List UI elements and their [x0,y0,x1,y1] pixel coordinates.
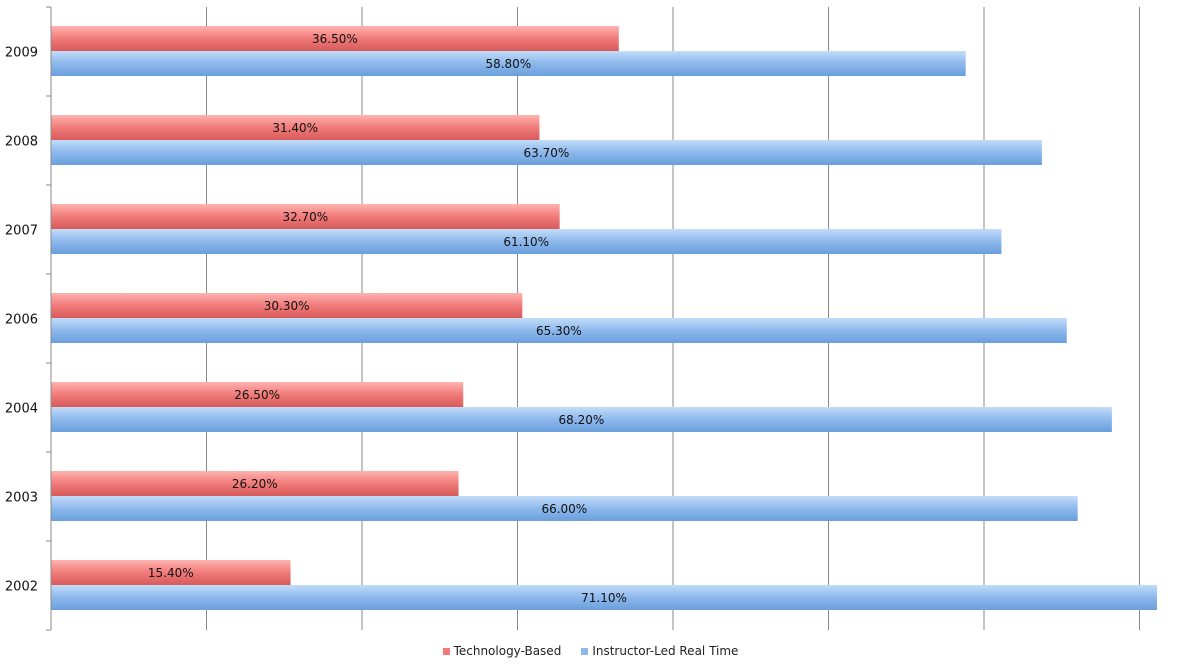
bar-technology-based [51,293,523,318]
data-label: 32.70% [282,210,328,224]
bar-technology-based [51,471,459,496]
bar-instructor-led [51,140,1042,165]
legend-swatch-blue [581,647,589,655]
data-label: 30.30% [264,299,310,313]
y-tick-label: 2006 [5,313,38,328]
data-label: 65.30% [536,324,582,338]
data-label: 61.10% [503,235,549,249]
data-label: 71.10% [581,591,627,605]
legend-label: Technology-Based [453,644,562,658]
bar-technology-based [51,115,540,140]
bar-technology-based [51,382,464,407]
data-label: 36.50% [312,32,358,46]
data-label: 31.40% [272,121,318,135]
data-label: 26.50% [234,388,280,402]
y-tick-label: 2002 [5,580,38,595]
legend-label: Instructor-Led Real Time [592,644,739,658]
y-tick-label: 2007 [5,224,38,239]
y-tick-label: 2009 [5,46,38,61]
bar-technology-based [51,26,619,51]
data-label: 68.20% [559,413,605,427]
legend: Technology-Based Instructor-Led Real Tim… [0,642,1181,660]
bar-instructor-led [51,496,1078,521]
bar-instructor-led [51,585,1157,610]
y-tick-label: 2003 [5,491,38,506]
data-label: 26.20% [232,477,278,491]
data-label: 66.00% [541,502,587,516]
y-tick-label: 2004 [5,402,38,417]
data-label: 15.40% [148,566,194,580]
legend-swatch-red [442,647,450,655]
legend-item-instructor-led: Instructor-Led Real Time [581,644,738,658]
bar-instructor-led [51,51,966,76]
data-label: 63.70% [524,146,570,160]
bar-instructor-led [51,407,1112,432]
bar-technology-based [51,560,291,585]
bar-instructor-led [51,318,1067,343]
bar-technology-based [51,204,560,229]
data-label: 58.80% [485,57,531,71]
bar-instructor-led [51,229,1002,254]
legend-item-technology-based: Technology-Based [442,644,562,658]
y-tick-label: 2008 [5,135,38,150]
